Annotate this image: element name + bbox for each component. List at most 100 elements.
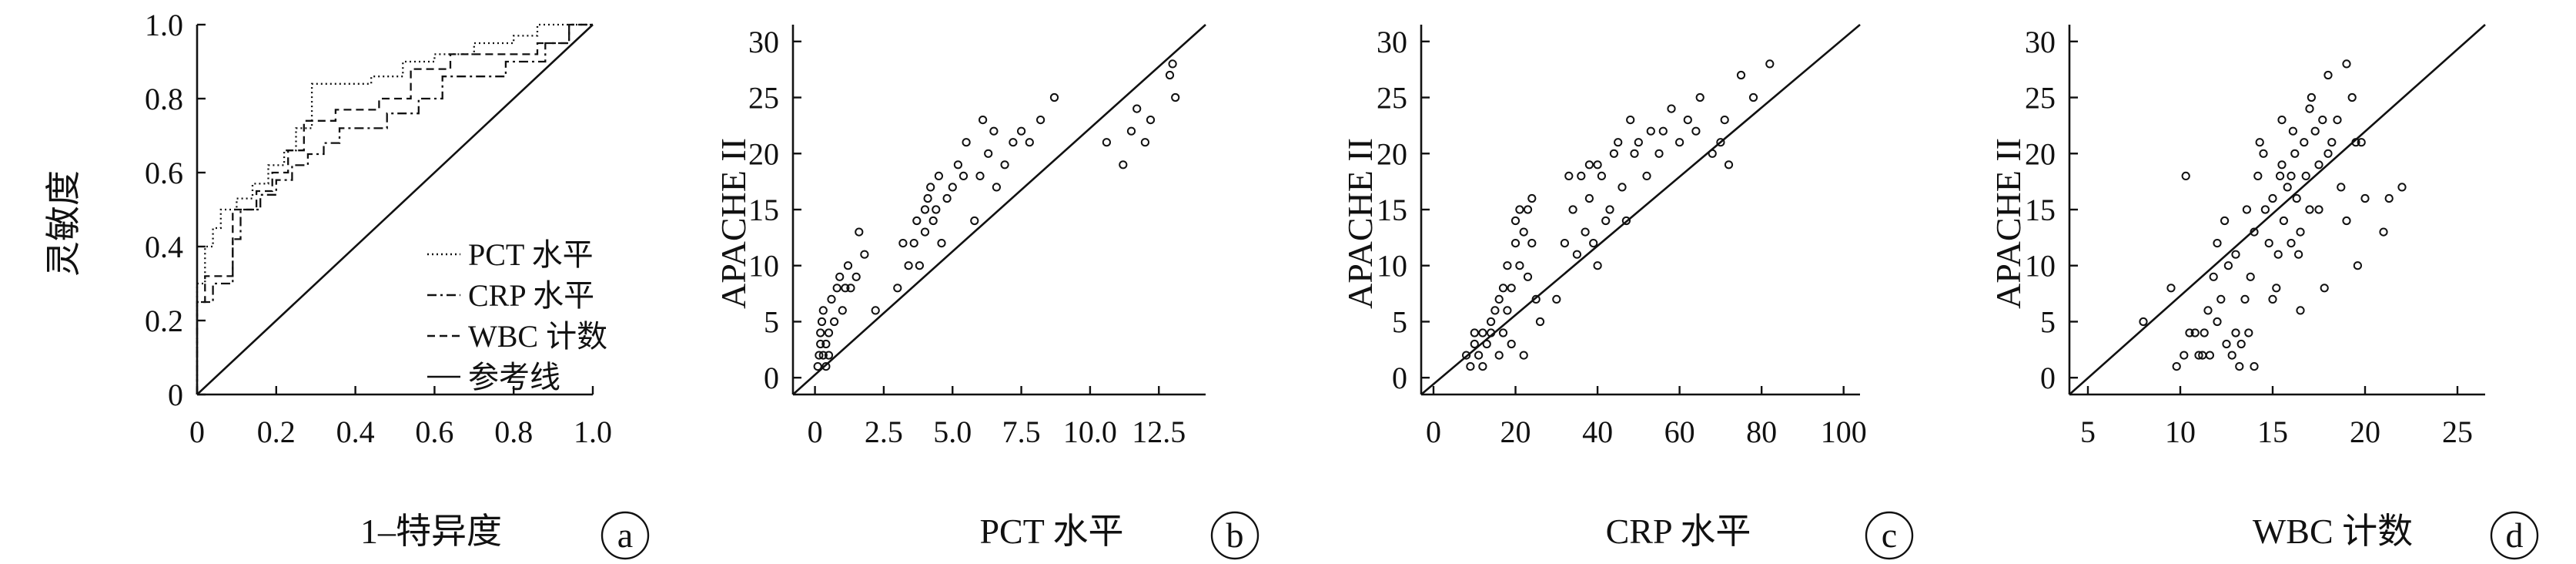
panel-c-xtick-label: 80 [1746, 415, 1777, 449]
panel-d-badge [2490, 511, 2539, 560]
panel-c-point [1577, 171, 1586, 180]
panel-c-badge [1865, 511, 1914, 560]
panel-d-point [2347, 92, 2357, 102]
panel-c-point [1470, 328, 1479, 337]
panel-d-point [2301, 171, 2310, 180]
panel-d-xtick-label: 20 [2350, 415, 2380, 449]
panel-c-point [1572, 250, 1581, 259]
panel-b-ytick-label: 0 [764, 361, 779, 395]
panel-d-point [2294, 250, 2303, 259]
panel-d-point [2305, 104, 2314, 113]
panel-a-badge [601, 511, 650, 560]
panel-c-point [1748, 92, 1758, 102]
legend-pct-label: PCT 水平 [468, 237, 594, 272]
panel-c-point [1601, 216, 1611, 226]
panel-a-xtick-label: 0.4 [336, 415, 375, 449]
panel-b-xtick-label: 5.0 [933, 415, 972, 449]
panel-d-point [2231, 250, 2240, 259]
panel-d-xtick-label: 5 [2080, 415, 2096, 449]
panel-d-point [2255, 138, 2264, 147]
panel-d-point [2351, 138, 2360, 147]
panel-a-ytick-label: 0 [168, 378, 183, 412]
panel-d-point [2250, 362, 2259, 371]
panel-d-point [2310, 126, 2320, 136]
panel-a-series-0 [196, 23, 593, 394]
panel-d-point [2272, 284, 2281, 293]
panel-c-point [1581, 227, 1590, 237]
panel-b-point [920, 227, 930, 237]
panel-b-ytick-label: 15 [748, 193, 779, 227]
panel-b-point [962, 138, 971, 147]
panel-a-xtick-label: 0 [189, 415, 205, 449]
panel-c-point [1716, 138, 1725, 147]
panel-d-ylabel: APACHE II [1989, 138, 2028, 309]
panel-d-point [2323, 149, 2333, 158]
panel-c-point [1523, 272, 1533, 281]
panel-d-reference-line [2069, 24, 2486, 395]
panel-c-point [1765, 59, 1775, 69]
panel-c-point [1494, 351, 1504, 360]
panel-b-point [1146, 116, 1156, 125]
panel-c-point [1507, 284, 1516, 293]
panel-a-badge-label: a [617, 515, 633, 555]
panel-c-point [1584, 193, 1594, 203]
panel-b-point [1025, 138, 1034, 147]
panel-b-point [821, 339, 831, 349]
panel-c-point [1466, 362, 1475, 371]
panel-d-point [2227, 351, 2236, 360]
panel-b-xtick-label: 0 [808, 415, 823, 449]
panel-d-ytick-label: 5 [2040, 304, 2056, 339]
panel-d-point [2166, 284, 2176, 293]
panel-d-point [2190, 328, 2200, 337]
panel-d-point [2216, 294, 2226, 304]
panel-c-ytick-label: 15 [1377, 193, 1407, 227]
panel-b-ytick-label: 10 [748, 249, 779, 284]
panel-c-point [1478, 362, 1487, 371]
panel-d-point [2305, 205, 2314, 214]
panel-a-ytick-label: 0.2 [145, 304, 183, 338]
panel-d-point [2287, 239, 2296, 248]
panel-d-point [2283, 183, 2292, 192]
panel-c-point [1494, 294, 1504, 304]
panel-c-xlabel: CRP 水平 [1606, 512, 1751, 551]
panel-b-xtick-label: 7.5 [1002, 415, 1041, 449]
panel-c-reference-line [1420, 24, 1861, 395]
panel-c-point [1535, 317, 1545, 327]
panel-d-point [2203, 306, 2213, 315]
panel-c-point [1634, 138, 1643, 147]
panel-b-point [1168, 59, 1177, 69]
panel-d-point [2384, 193, 2394, 203]
panel-d-point [2139, 317, 2148, 327]
panel-c-point [1724, 160, 1734, 170]
panel-d-point [2277, 116, 2287, 125]
panel-a-legend: PCT 水平 CRP 水平 WBC 计数 参考线 [427, 237, 607, 394]
panel-c: 0 5 10 15 20 25 30 0 20 40 60 80 100 APACHE II CRP 水… [1340, 24, 1914, 560]
panel-d-point [2288, 126, 2297, 136]
panel-d-point [2246, 272, 2255, 281]
panel-c-point [1487, 328, 1496, 337]
panel-b-ytick-label: 20 [748, 136, 779, 171]
panel-b-ytick-label: 30 [748, 25, 779, 59]
panel-b-point [934, 171, 944, 180]
panel-c-point [1503, 261, 1512, 270]
panel-d-point [2185, 328, 2194, 337]
panel-c-point [1462, 351, 1471, 360]
panel-d-point [2213, 317, 2222, 327]
panel-b-point [928, 216, 938, 226]
panel-a-series-3 [196, 24, 594, 395]
panel-c-point [1720, 116, 1729, 125]
panel-d-point [2342, 59, 2351, 69]
panel-a: 0 0.2 0.4 0.6 0.8 1.0 0 0.2 0.4 0.6 0.8 1.0 灵敏度 1–特… [44, 8, 650, 560]
panel-a-ytick-label: 0.8 [145, 82, 183, 116]
panel-d-point [2223, 261, 2233, 270]
panel-c-point [1584, 160, 1594, 170]
panel-b-point [1036, 116, 1045, 125]
panel-c-point [1564, 171, 1574, 180]
panel-b-point [818, 306, 828, 315]
panel-b-point [912, 216, 922, 226]
panel-c-point [1695, 92, 1705, 102]
panel-d-point [2200, 328, 2209, 337]
panel-d-point [2357, 138, 2366, 147]
panel-c-point [1519, 351, 1528, 360]
panel-c-point [1498, 328, 1508, 337]
